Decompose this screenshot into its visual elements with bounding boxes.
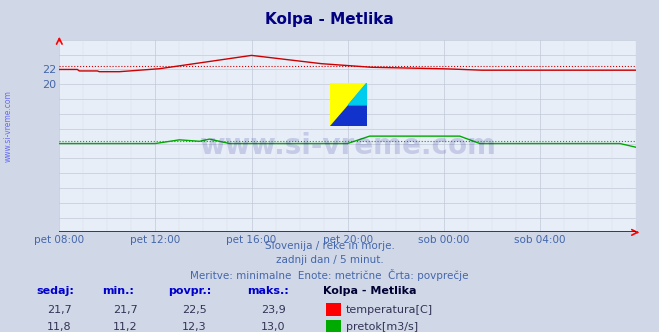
Text: pretok[m3/s]: pretok[m3/s]: [346, 322, 418, 332]
Text: 23,9: 23,9: [261, 305, 286, 315]
Text: 22,5: 22,5: [182, 305, 207, 315]
Polygon shape: [349, 83, 366, 105]
Text: 11,8: 11,8: [47, 322, 72, 332]
Text: 11,2: 11,2: [113, 322, 138, 332]
Text: maks.:: maks.:: [247, 286, 289, 296]
Text: zadnji dan / 5 minut.: zadnji dan / 5 minut.: [275, 255, 384, 265]
Text: Meritve: minimalne  Enote: metrične  Črta: povprečje: Meritve: minimalne Enote: metrične Črta:…: [190, 269, 469, 281]
Text: www.si-vreme.com: www.si-vreme.com: [199, 132, 496, 160]
Text: Slovenija / reke in morje.: Slovenija / reke in morje.: [264, 241, 395, 251]
Text: Kolpa - Metlika: Kolpa - Metlika: [265, 12, 394, 27]
Text: povpr.:: povpr.:: [168, 286, 212, 296]
Text: Kolpa - Metlika: Kolpa - Metlika: [323, 286, 416, 296]
Text: 21,7: 21,7: [113, 305, 138, 315]
Text: sedaj:: sedaj:: [36, 286, 74, 296]
Text: www.si-vreme.com: www.si-vreme.com: [4, 90, 13, 162]
Text: 12,3: 12,3: [182, 322, 207, 332]
Polygon shape: [330, 83, 366, 126]
Polygon shape: [330, 83, 366, 126]
Text: min.:: min.:: [102, 286, 134, 296]
Text: 21,7: 21,7: [47, 305, 72, 315]
Text: temperatura[C]: temperatura[C]: [346, 305, 433, 315]
Text: 13,0: 13,0: [261, 322, 286, 332]
